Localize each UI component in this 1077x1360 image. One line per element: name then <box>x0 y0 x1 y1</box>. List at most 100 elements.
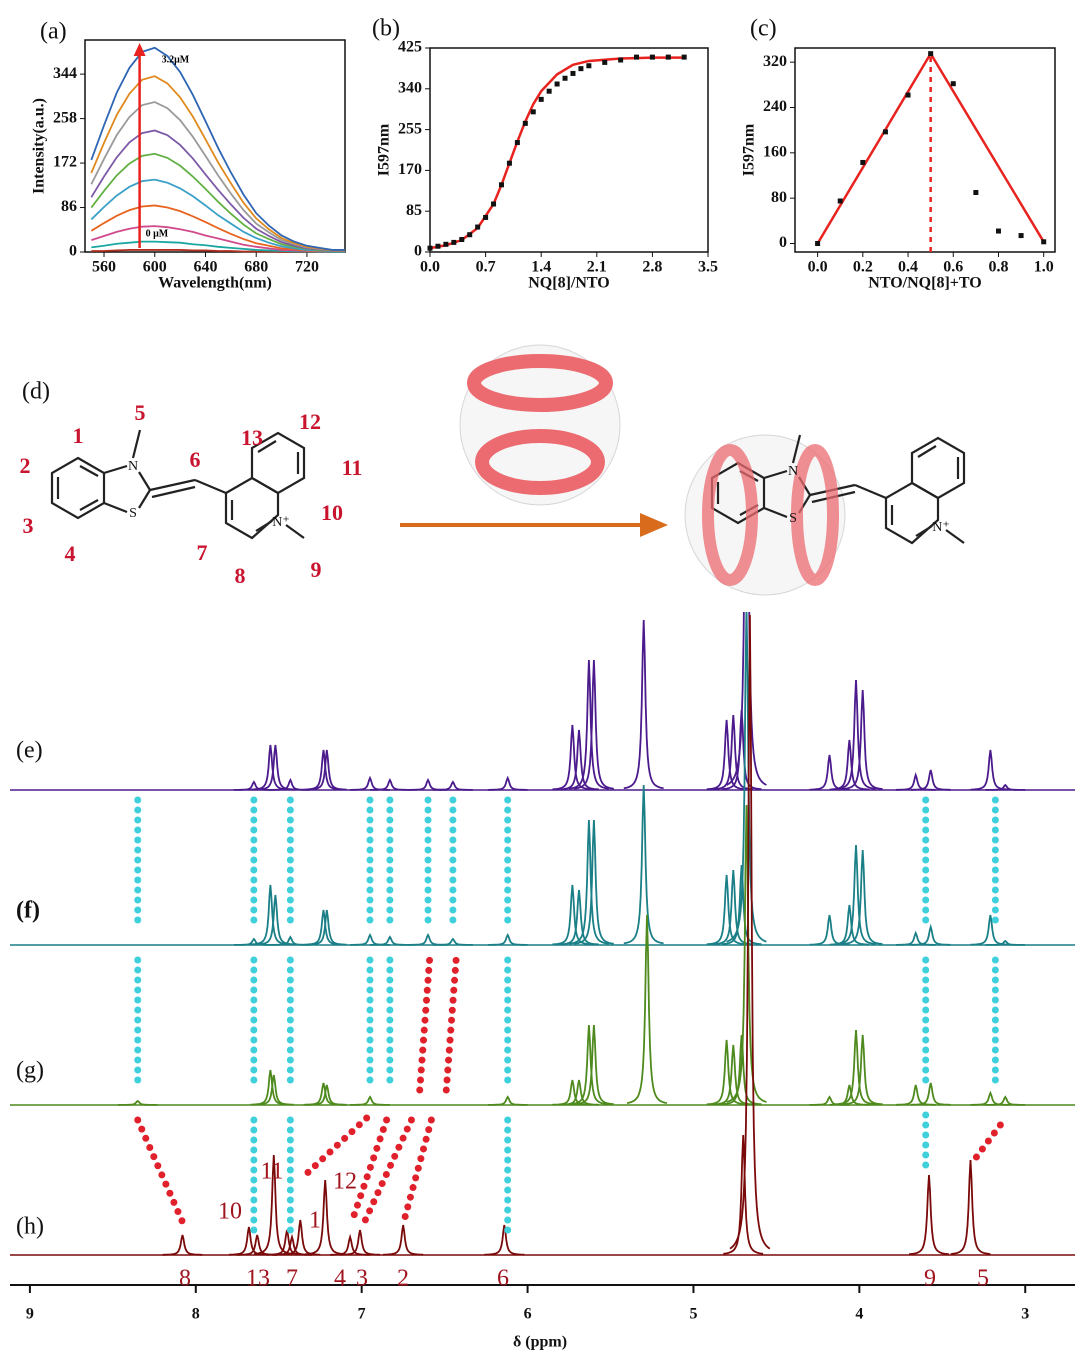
point <box>451 239 457 245</box>
peak <box>303 749 344 791</box>
peak <box>729 614 771 1250</box>
peak <box>842 1034 883 1106</box>
point <box>491 201 497 207</box>
arrow-head <box>640 513 668 537</box>
point <box>475 224 481 230</box>
guide-dots <box>358 1116 415 1232</box>
x-tick-label: 5 <box>689 1306 697 1323</box>
atom-number: 4 <box>65 541 76 566</box>
peak-label: 6 <box>497 1266 509 1292</box>
peak <box>726 804 767 1103</box>
peak <box>272 1233 312 1256</box>
point <box>1018 233 1024 239</box>
point <box>554 81 560 87</box>
peak <box>253 1074 294 1106</box>
x-tick-label: 7 <box>358 1306 366 1323</box>
atom-number: 5 <box>135 400 146 425</box>
atom-number: 12 <box>299 409 321 434</box>
peak <box>568 659 609 790</box>
peak <box>484 1224 525 1256</box>
peak <box>229 1226 269 1256</box>
peak <box>433 780 473 791</box>
y-tick-label: 240 <box>763 98 787 115</box>
guide-dots <box>134 1116 187 1226</box>
peak-label: 9 <box>924 1266 936 1292</box>
peak <box>829 1084 870 1106</box>
peak <box>809 1095 850 1106</box>
x-axis-label: Wavelength(nm) <box>158 275 272 292</box>
x-tick-label: 1.0 <box>1034 259 1054 276</box>
peak <box>726 612 767 943</box>
peak <box>910 1082 951 1106</box>
peak <box>721 1034 762 1106</box>
peak <box>306 1084 347 1106</box>
peak-label: 1 <box>309 1208 321 1234</box>
x-tick-label: 640 <box>193 259 217 276</box>
x-tick-label: 0.8 <box>988 259 1008 276</box>
peak <box>895 930 936 946</box>
point <box>928 51 934 57</box>
peak <box>330 1233 370 1256</box>
x-tick-label: 0.0 <box>420 259 440 276</box>
peak <box>383 1224 424 1256</box>
peak-label: 2 <box>397 1266 409 1292</box>
point <box>578 66 584 72</box>
peak <box>117 1099 158 1106</box>
peak <box>970 749 1011 791</box>
x-tick-label: 6 <box>524 1306 532 1323</box>
peak <box>842 849 883 945</box>
y-tick-label: 85 <box>406 202 422 219</box>
plot-frame <box>429 47 709 253</box>
peak <box>370 777 410 791</box>
atom-number: 11 <box>342 455 363 480</box>
peak-label: 7 <box>286 1266 298 1292</box>
panel-label: (d) <box>22 379 50 405</box>
peak-label: 12 <box>333 1169 357 1195</box>
peak <box>836 844 876 945</box>
y-tick-label: 80 <box>771 189 787 206</box>
point <box>546 88 552 94</box>
x-tick-label: 1.4 <box>531 259 551 276</box>
complex <box>684 433 966 596</box>
x-tick-label: 2.8 <box>642 259 662 276</box>
x-tick-label: 0.6 <box>943 259 963 276</box>
point <box>905 92 911 98</box>
x-tick-label: 2.1 <box>587 259 607 276</box>
point <box>530 109 536 115</box>
spectra <box>10 612 1075 1256</box>
peak <box>985 939 1026 946</box>
peak <box>568 819 610 945</box>
peak <box>306 909 347 946</box>
y-tick-label: 0 <box>779 234 787 251</box>
peak <box>836 679 876 790</box>
peak <box>340 1229 380 1256</box>
plot-frame <box>794 47 1056 253</box>
point <box>506 160 512 166</box>
peak <box>306 749 347 791</box>
host-macrocycle <box>459 344 621 506</box>
peak <box>623 619 664 790</box>
point <box>514 140 520 146</box>
point <box>1041 239 1047 245</box>
y-tick-label: 0 <box>414 243 422 260</box>
peak <box>559 1079 599 1106</box>
point <box>498 182 504 188</box>
point <box>467 232 473 238</box>
panel-label: (a) <box>40 19 67 45</box>
x-tick-label: 0.0 <box>808 259 828 276</box>
y-tick-label: 340 <box>398 79 422 96</box>
peak <box>267 1229 307 1256</box>
x-axis-label: δ (ppm) <box>513 1334 567 1351</box>
guide-dots <box>399 1116 435 1228</box>
peak <box>370 935 410 946</box>
peak <box>726 612 767 786</box>
x-tick-label: 680 <box>244 259 268 276</box>
peak <box>970 914 1011 946</box>
peak <box>895 772 936 791</box>
annotation: 3.2μM <box>162 54 190 65</box>
y-axis-label: I597nm <box>741 123 758 176</box>
point <box>562 75 568 81</box>
peak <box>280 1219 321 1256</box>
x-tick-label: 3.5 <box>698 259 718 276</box>
